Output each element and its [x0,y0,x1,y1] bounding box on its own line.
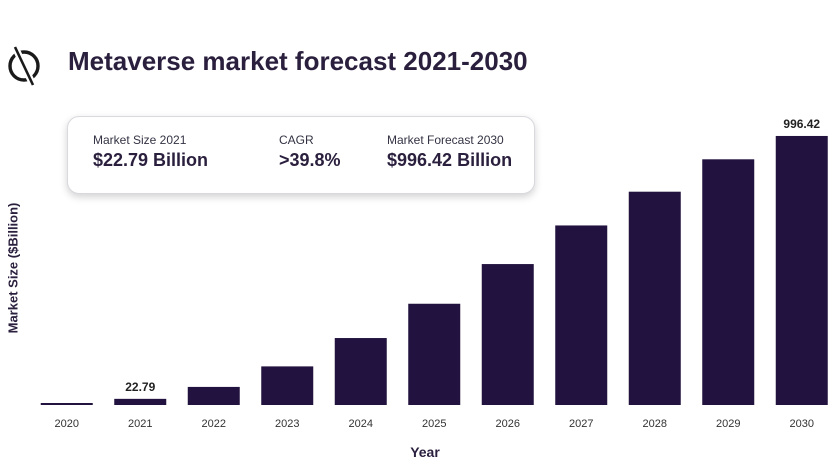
x-tick-label: 2027 [569,418,593,430]
stat-market-size-2021: Market Size 2021 $22.79 Billion [93,133,208,171]
bar-2023 [261,366,314,405]
data-label: 996.42 [783,117,820,131]
x-tick-label: 2025 [422,418,446,430]
x-tick-label: 2030 [790,418,814,430]
x-tick-label: 2026 [496,418,520,430]
stat-label: Market Forecast 2030 [387,133,504,147]
x-tick-label: 2023 [275,418,299,430]
bar-2021 [114,398,167,405]
bar-2022 [187,386,240,405]
stat-label: Market Size 2021 [93,133,187,147]
bar-2029 [702,159,755,405]
x-axis-label: Year [410,444,440,460]
x-tick-label: 2029 [716,418,740,430]
page-title: Metaverse market forecast 2021-2030 [68,46,528,76]
stat-cagr: CAGR >39.8% [279,133,341,171]
y-axis-label: Market Size ($Billion) [5,202,21,334]
bar-2025 [408,303,461,405]
stat-value: $996.42 Billion [387,150,513,170]
x-tick-label: 2021 [128,418,152,430]
bar-2026 [481,264,534,405]
x-tick-label: 2024 [349,418,373,430]
x-tick-label: 2028 [643,418,667,430]
data-label: 22.79 [125,380,155,394]
x-tick-label: 2022 [202,418,226,430]
stat-market-forecast-2030: Market Forecast 2030 $996.42 Billion [387,133,512,171]
stat-value: >39.8% [279,150,341,170]
stats-card: Market Size 2021 $22.79 Billion CAGR >39… [67,116,535,194]
bar-2028 [628,191,681,405]
stat-label: CAGR [279,133,314,147]
bar-2027 [555,225,608,405]
stat-value: $22.79 Billion [93,150,209,170]
bar-2030 [775,135,828,405]
brand-logo-icon [8,45,40,87]
bar-2020 [40,403,93,405]
bar-2024 [334,338,387,405]
x-tick-label: 2020 [55,418,79,430]
